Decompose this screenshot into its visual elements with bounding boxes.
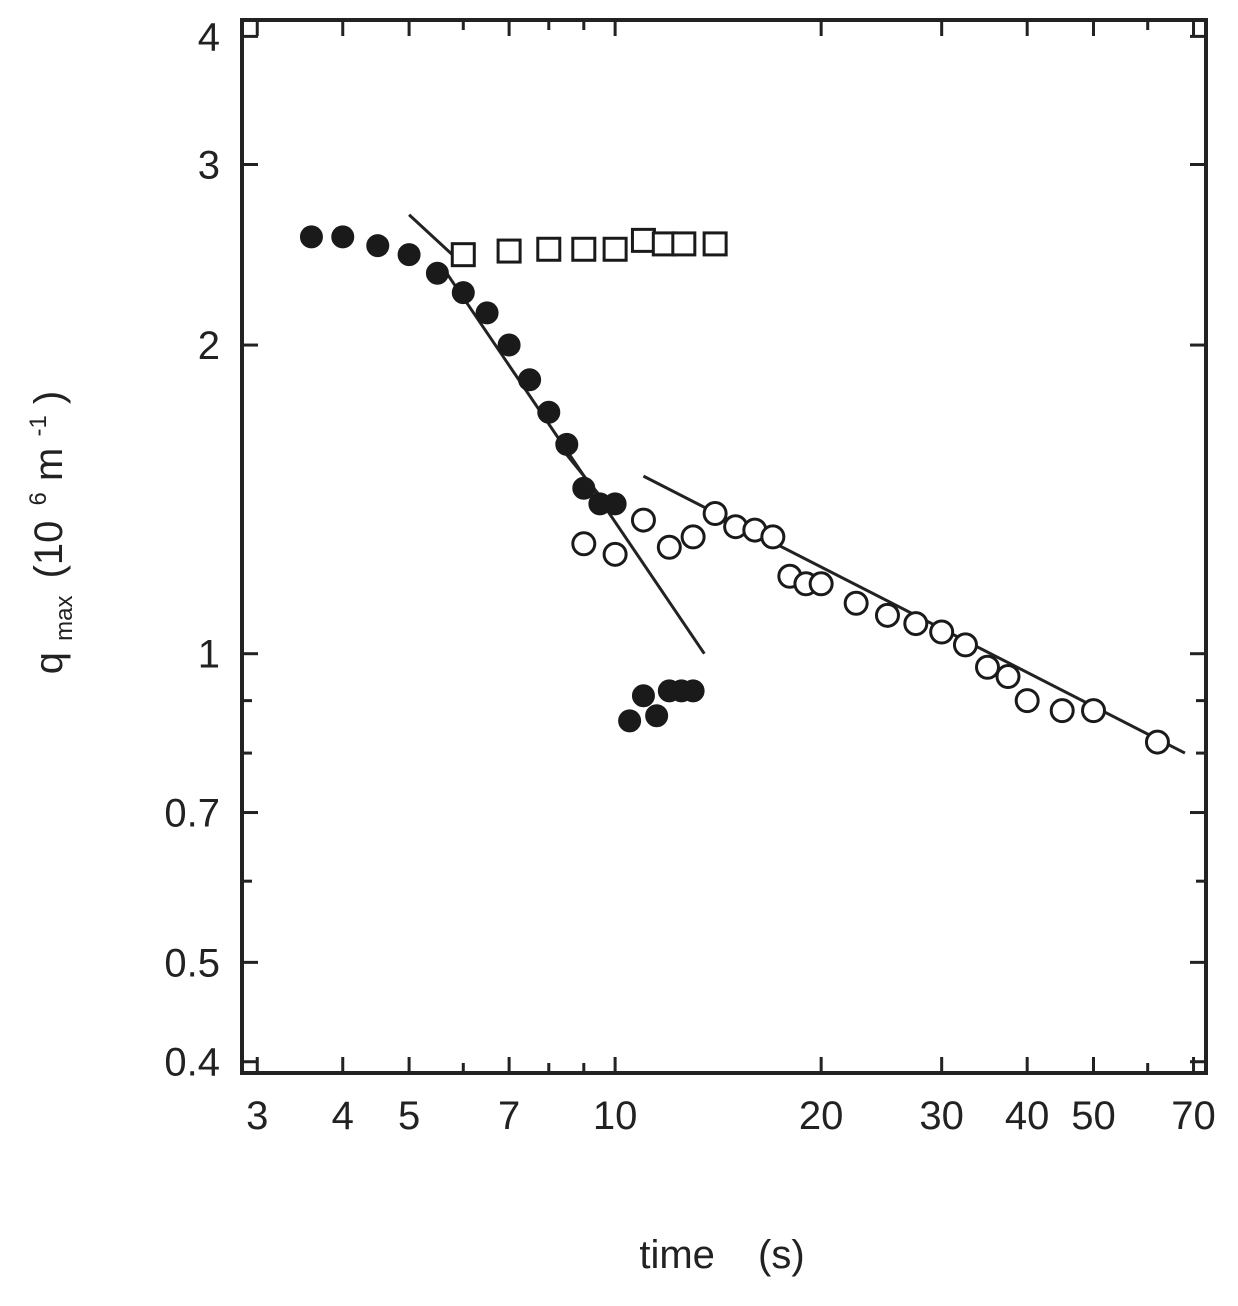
data-point-filled-circle bbox=[497, 333, 521, 357]
y-axis-label-sub: max bbox=[51, 596, 78, 641]
data-point-open-square bbox=[602, 236, 628, 262]
data-point-open-square bbox=[496, 238, 522, 264]
data-point-open-circle bbox=[602, 541, 628, 567]
y-axis-label-unit-open: (10 bbox=[27, 521, 71, 579]
y-tick-label: 0.4 bbox=[164, 1041, 220, 1085]
data-point-filled-circle bbox=[518, 368, 542, 392]
x-tick-label: 5 bbox=[398, 1094, 420, 1138]
x-tick-label: 3 bbox=[246, 1094, 268, 1138]
y-tick-label: 0.7 bbox=[164, 792, 220, 836]
data-point-open-circle bbox=[1144, 729, 1170, 755]
data-point-open-circle bbox=[952, 632, 978, 658]
data-point-filled-circle bbox=[555, 432, 579, 456]
plot-frame bbox=[240, 18, 1208, 1075]
data-point-open-circle bbox=[702, 501, 728, 527]
data-point-filled-circle bbox=[618, 709, 642, 733]
y-axis-label-base: q bbox=[27, 652, 71, 674]
x-tick-label: 50 bbox=[1071, 1094, 1116, 1138]
data-point-filled-circle bbox=[631, 684, 655, 708]
data-point-filled-circle bbox=[681, 679, 705, 703]
data-point-open-circle bbox=[760, 524, 786, 550]
x-tick-label: 20 bbox=[799, 1094, 844, 1138]
y-axis-label-unit-mid: m bbox=[27, 448, 71, 481]
data-point-open-square bbox=[571, 236, 597, 262]
x-axis-label-unit: (s) bbox=[758, 1233, 805, 1277]
y-axis-label-unit-close: ) bbox=[27, 391, 71, 404]
y-tick-label: 3 bbox=[198, 143, 220, 187]
data-point-open-circle bbox=[1014, 688, 1040, 714]
data-point-filled-circle bbox=[425, 261, 449, 285]
data-point-filled-circle bbox=[572, 476, 596, 500]
data-point-filled-circle bbox=[299, 225, 323, 249]
y-tick-label: 0.5 bbox=[164, 941, 220, 985]
data-point-open-circle bbox=[874, 602, 900, 628]
data-point-filled-circle bbox=[475, 301, 499, 325]
data-point-open-square bbox=[630, 227, 656, 253]
data-point-filled-circle bbox=[366, 234, 390, 258]
data-point-open-circle bbox=[974, 654, 1000, 680]
data-point-filled-circle bbox=[603, 492, 627, 516]
data-point-open-square bbox=[671, 231, 697, 257]
y-axis-label-exp: 6 bbox=[25, 492, 52, 505]
x-tick-label: 10 bbox=[593, 1094, 638, 1138]
x-axis-label-text: time bbox=[639, 1233, 715, 1277]
data-point-open-circle bbox=[843, 590, 869, 616]
y-tick-label: 2 bbox=[198, 324, 220, 368]
x-tick-label: 40 bbox=[1005, 1094, 1050, 1138]
y-tick-label: 1 bbox=[198, 633, 220, 677]
x-tick-label: 70 bbox=[1171, 1094, 1216, 1138]
data-point-open-circle bbox=[571, 531, 597, 557]
x-tick-label: 30 bbox=[919, 1094, 964, 1138]
x-tick-label: 4 bbox=[332, 1094, 354, 1138]
data-point-open-circle bbox=[995, 664, 1021, 690]
x-tick-label: 7 bbox=[498, 1094, 520, 1138]
data-point-filled-circle bbox=[331, 225, 355, 249]
data-point-open-circle bbox=[656, 534, 682, 560]
y-axis-label-unit-exp: -1 bbox=[25, 415, 52, 436]
data-point-open-circle bbox=[1049, 698, 1075, 724]
data-point-filled-circle bbox=[645, 704, 669, 728]
y-axis-label: q max (10 6 m -1 ) bbox=[11, 391, 81, 675]
data-point-open-square bbox=[450, 242, 476, 268]
fit-line bbox=[408, 213, 460, 262]
data-point-open-circle bbox=[1081, 698, 1107, 724]
data-point-open-square bbox=[702, 231, 728, 257]
data-point-open-circle bbox=[808, 571, 834, 597]
data-point-filled-circle bbox=[451, 281, 475, 305]
data-point-filled-circle bbox=[537, 400, 561, 424]
data-point-open-circle bbox=[929, 619, 955, 645]
data-point-filled-circle bbox=[397, 243, 421, 267]
data-point-open-square bbox=[536, 236, 562, 262]
x-axis-label: time (s) bbox=[639, 1233, 804, 1277]
y-tick-label: 4 bbox=[198, 15, 220, 59]
data-point-open-circle bbox=[903, 611, 929, 637]
data-point-open-circle bbox=[680, 524, 706, 550]
data-point-open-circle bbox=[630, 507, 656, 533]
